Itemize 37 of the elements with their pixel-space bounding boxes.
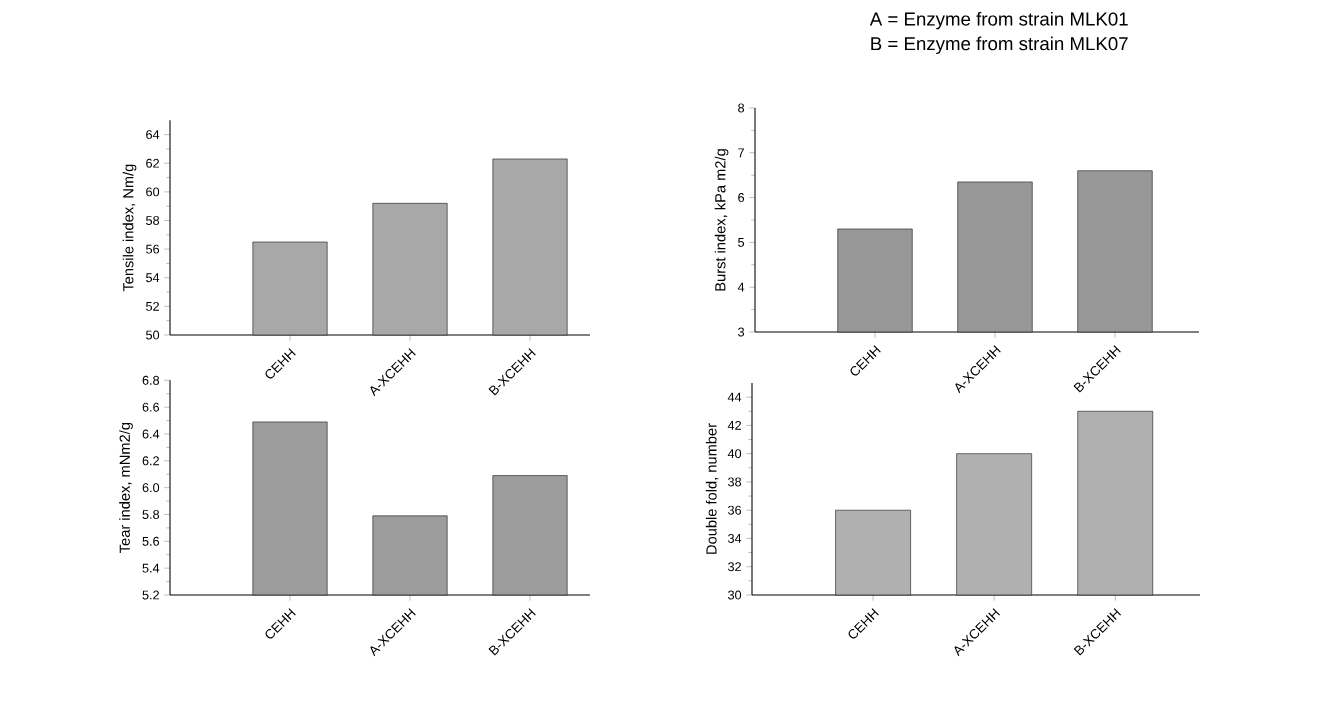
y-tick-label: 5.4 (142, 563, 160, 573)
y-tick-label: 62 (146, 158, 159, 168)
y-tick-label: 56 (146, 244, 160, 254)
y-tick-label: 6.0 (142, 483, 160, 493)
y-tick-label: 8 (738, 103, 745, 113)
y-tick-label: 6.2 (142, 456, 159, 466)
y-tick-label: 38 (728, 477, 742, 487)
y-tick-label: 42 (727, 420, 741, 430)
y-tick-label: 6 (738, 193, 745, 203)
y-tick-label: 64 (146, 130, 160, 140)
y-tick-label: 50 (146, 330, 160, 340)
y-axis-title: Tensile index, Nm/g (122, 164, 137, 292)
y-tick-label: 60 (146, 187, 160, 197)
y-axis-title: Tear index, mNm2/g (119, 423, 133, 553)
text: B = Enzyme from strain MLK07 (871, 36, 1128, 54)
y-tick-label: 34 (728, 533, 742, 543)
y-tick-label: 58 (146, 216, 160, 225)
text: A = Enzyme from strain MLK01 (869, 11, 1128, 30)
y-tick-label: 52 (146, 301, 159, 311)
y-tick-label: 5.6 (142, 536, 160, 546)
y-tick-label: 44 (727, 392, 742, 402)
y-tick-label: 5.8 (142, 510, 160, 519)
y-axis-title: Burst index, kPa m2/g (714, 149, 729, 291)
y-tick-label: 3 (738, 327, 745, 337)
y-axis-title: Double fold, number (705, 423, 719, 554)
y-tick-label: 36 (728, 505, 742, 515)
y-tick-label: 54 (146, 273, 160, 283)
y-tick-label: 6.8 (142, 375, 160, 385)
y-tick-label: 40 (727, 449, 742, 459)
y-tick-label: 5 (738, 237, 745, 247)
y-tick-label: 5.2 (142, 590, 159, 600)
y-tick-label: 6.4 (142, 429, 160, 439)
y-tick-label: 4 (737, 282, 745, 292)
y-tick-label: 7 (738, 148, 744, 158)
y-tick-label: 32 (728, 562, 741, 572)
y-tick-label: 30 (728, 590, 742, 600)
y-tick-label: 6.6 (142, 402, 160, 412)
